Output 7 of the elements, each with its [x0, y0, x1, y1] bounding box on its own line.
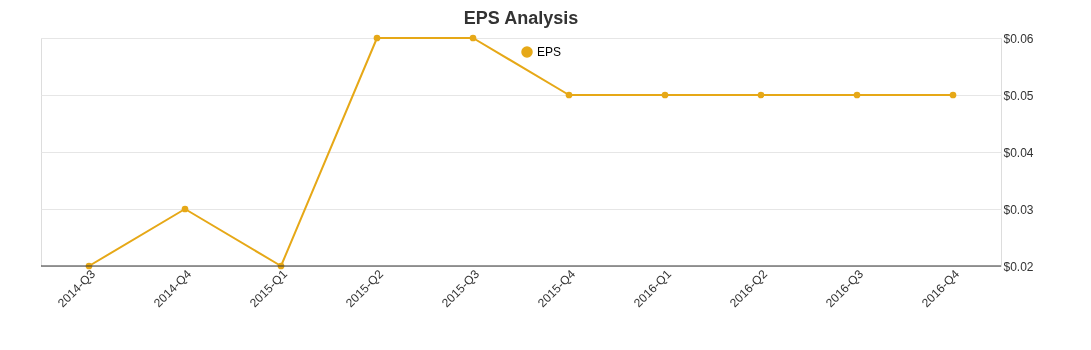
y-tick-label: $0.05: [1003, 88, 1034, 103]
legend-label: EPS: [537, 45, 562, 59]
y-tick-label: $0.02: [1003, 259, 1034, 274]
y-tick-label: $0.03: [1003, 202, 1034, 217]
y-tick-label: $0.04: [1003, 145, 1034, 160]
y-tick-label: $0.06: [1003, 31, 1034, 46]
chart-title: EPS Analysis: [463, 8, 579, 28]
